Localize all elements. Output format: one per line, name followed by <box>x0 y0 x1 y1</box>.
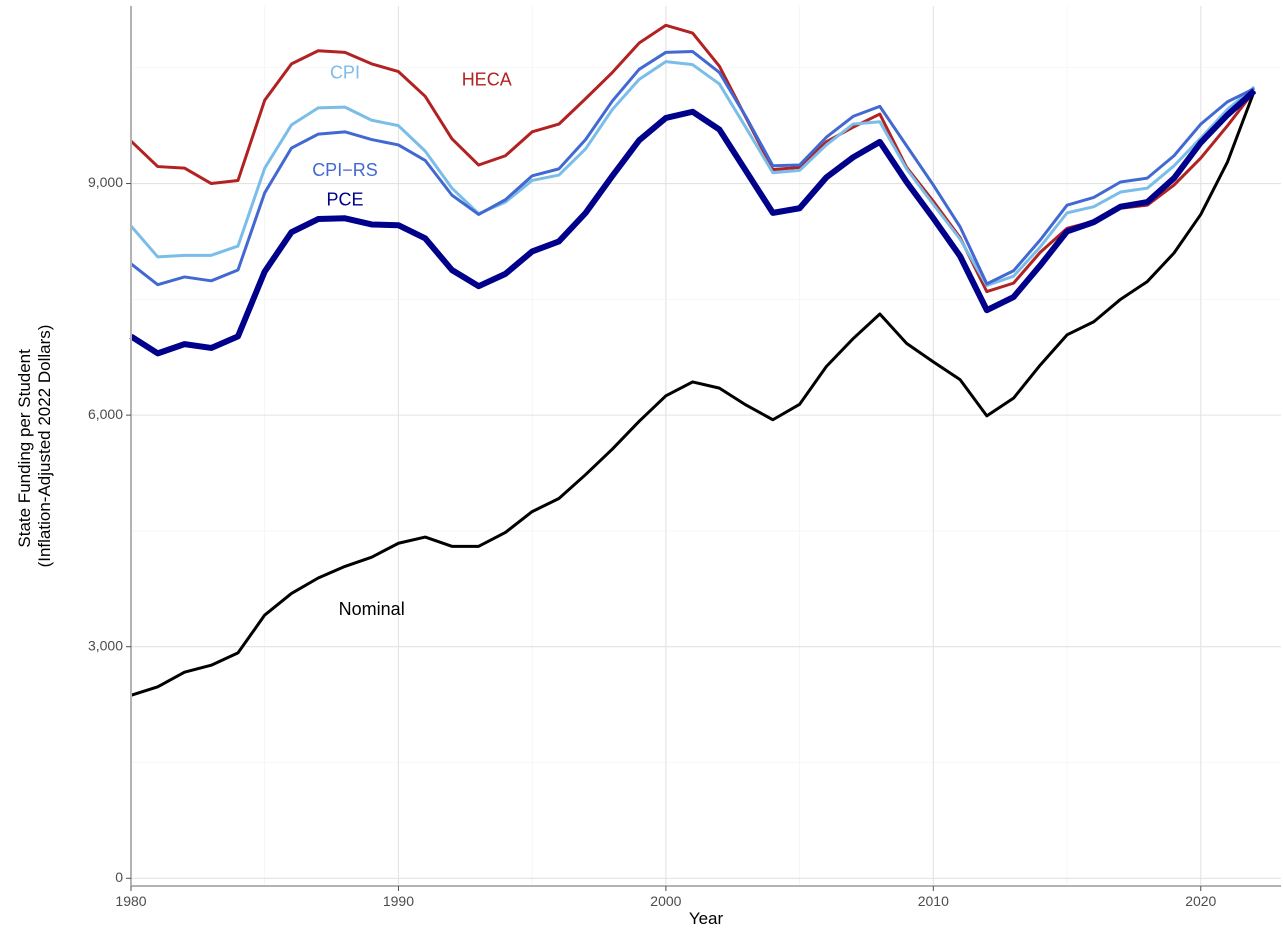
x-tick-label: 1980 <box>115 893 146 909</box>
plot-background <box>131 6 1281 886</box>
series-line <box>129 60 1256 287</box>
x-tick-label: 2020 <box>1185 893 1216 909</box>
x-tick-label: 2010 <box>918 893 949 909</box>
y-axis-title-line-1: State Funding per Student <box>15 349 34 548</box>
series-label: PCE <box>326 189 363 209</box>
series-line <box>130 50 1255 287</box>
series-label: CPI−RS <box>312 160 378 180</box>
y-tick-label: 3,000 <box>88 637 123 653</box>
series-label: CPI <box>330 63 360 83</box>
y-tick-label: 9,000 <box>88 174 123 190</box>
series-line <box>130 90 1256 697</box>
series-group <box>129 23 1257 697</box>
x-tick-label: 2000 <box>650 893 681 909</box>
y-axis-title-line-2: (Inflation-Adjusted 2022 Dollars) <box>35 325 54 568</box>
series-label: Nominal <box>339 599 405 619</box>
y-tick-label: 0 <box>115 869 123 885</box>
series-label: HECA <box>462 70 512 90</box>
x-tick-label: 1990 <box>383 893 414 909</box>
series-line <box>129 88 1257 357</box>
y-axis-title: State Funding per Student (Inflation-Adj… <box>15 325 54 568</box>
grid-lines <box>130 6 1281 886</box>
x-axis-title: Year <box>689 909 724 928</box>
series-labels: HECA CPI CPI−RS PCE Nominal <box>312 63 512 619</box>
y-tick-label: 6,000 <box>88 406 123 422</box>
axes-group: 1980 1990 2000 2010 2020 0 3,000 6,000 9,000 <box>88 6 1281 909</box>
